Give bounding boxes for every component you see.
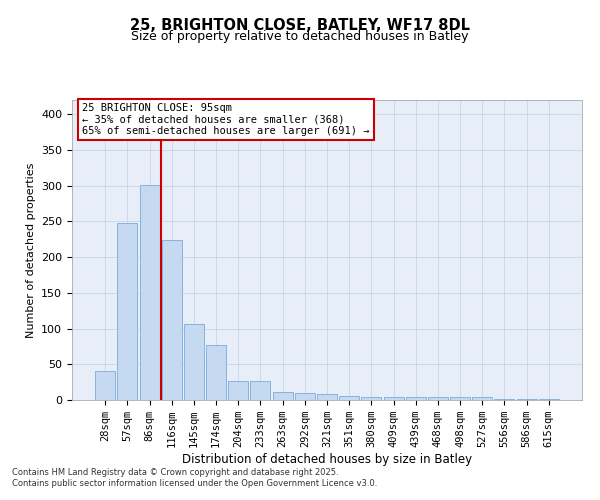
Bar xyxy=(450,397,470,400)
Bar xyxy=(250,380,271,400)
Bar xyxy=(118,223,137,400)
Text: Size of property relative to detached houses in Batley: Size of property relative to detached ho… xyxy=(131,30,469,43)
Bar xyxy=(317,394,337,400)
Bar xyxy=(428,397,448,400)
Text: 25 BRIGHTON CLOSE: 95sqm
← 35% of detached houses are smaller (368)
65% of semi-: 25 BRIGHTON CLOSE: 95sqm ← 35% of detach… xyxy=(82,103,370,136)
Y-axis label: Number of detached properties: Number of detached properties xyxy=(26,162,35,338)
Bar xyxy=(339,396,359,400)
Text: 25, BRIGHTON CLOSE, BATLEY, WF17 8DL: 25, BRIGHTON CLOSE, BATLEY, WF17 8DL xyxy=(130,18,470,32)
Bar xyxy=(539,398,559,400)
Bar xyxy=(383,397,404,400)
Text: Contains HM Land Registry data © Crown copyright and database right 2025.
Contai: Contains HM Land Registry data © Crown c… xyxy=(12,468,377,487)
Bar xyxy=(95,372,115,400)
Bar xyxy=(406,397,426,400)
X-axis label: Distribution of detached houses by size in Batley: Distribution of detached houses by size … xyxy=(182,453,472,466)
Bar xyxy=(206,345,226,400)
Bar xyxy=(184,324,204,400)
Bar xyxy=(228,380,248,400)
Bar xyxy=(361,397,382,400)
Bar xyxy=(162,240,182,400)
Bar xyxy=(472,397,492,400)
Bar xyxy=(140,185,160,400)
Bar xyxy=(295,393,315,400)
Bar xyxy=(272,392,293,400)
